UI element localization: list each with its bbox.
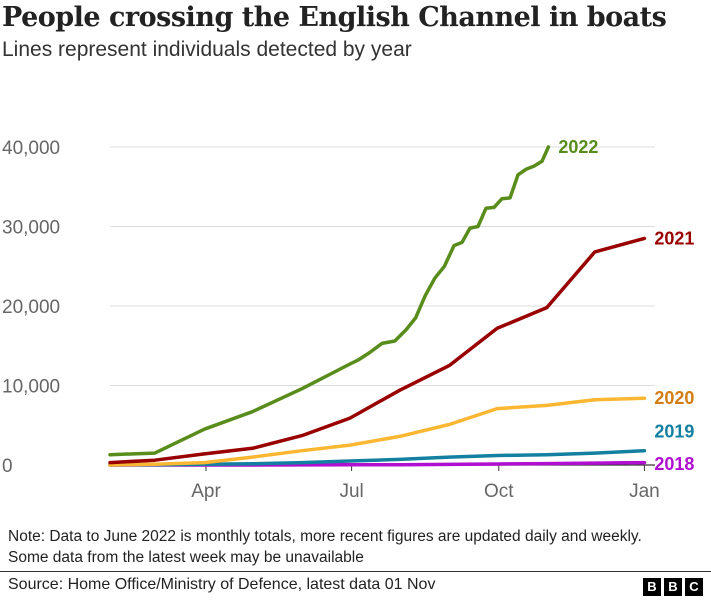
series-label-2022: 2022: [558, 137, 598, 157]
series-label-2018: 2018: [654, 454, 694, 474]
chart-note: Note: Data to June 2022 is monthly total…: [8, 528, 642, 566]
x-tick-label: Oct: [484, 481, 514, 502]
x-tick-label: Jan: [629, 481, 660, 502]
divider: [0, 571, 711, 572]
y-tick-label: 0: [2, 456, 13, 477]
x-tick-label: Apr: [191, 481, 221, 502]
y-tick-label: 20,000: [2, 297, 60, 318]
series-label-2019: 2019: [654, 422, 694, 442]
source-text: Source: Home Office/Ministry of Defence,…: [8, 576, 436, 593]
y-tick-label: 30,000: [2, 218, 60, 239]
bbc-logo-b1: B: [643, 578, 661, 596]
chart-title: People crossing the English Channel in b…: [2, 2, 667, 33]
line-chart: 0 10,000 20,000 30,000 40,000 Apr Jul Oct Jan 201…: [2, 137, 694, 502]
chart-subtitle: Lines represent individuals detected by …: [2, 38, 412, 61]
bbc-logo-b2: B: [664, 578, 682, 596]
series-line-2020: [108, 396, 647, 467]
series-line-2022: [108, 145, 551, 457]
bbc-logo-c: C: [685, 578, 703, 596]
series-line-2021: [108, 236, 647, 465]
x-tick-label: Jul: [339, 481, 363, 502]
y-tick-label: 10,000: [2, 377, 60, 398]
series-label-2020: 2020: [654, 388, 694, 408]
bbc-logo: B B C: [643, 578, 703, 596]
series-label-2021: 2021: [654, 228, 694, 248]
y-tick-label: 40,000: [2, 138, 60, 159]
